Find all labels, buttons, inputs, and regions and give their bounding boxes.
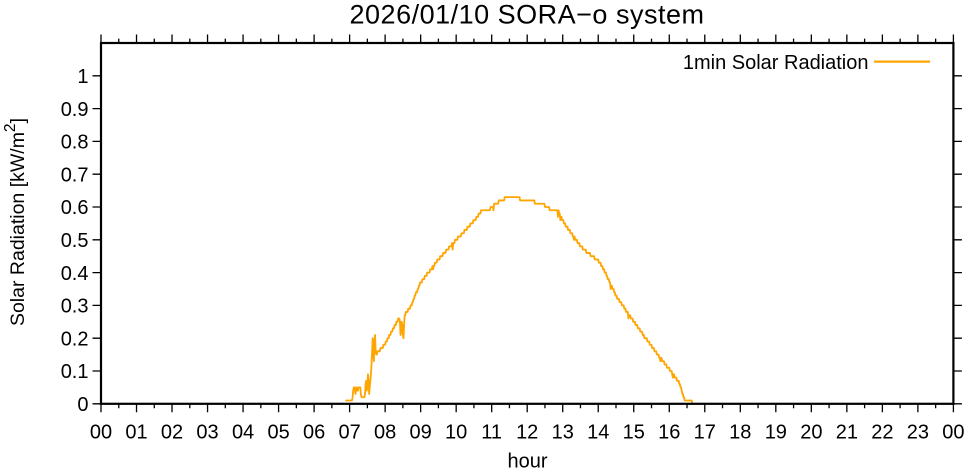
svg-text:1: 1 [77,66,88,88]
svg-text:18: 18 [729,422,751,444]
svg-text:12: 12 [516,422,538,444]
svg-text:15: 15 [623,422,645,444]
svg-text:00: 00 [90,422,112,444]
svg-text:21: 21 [836,422,858,444]
svg-text:23: 23 [907,422,929,444]
svg-text:06: 06 [303,422,325,444]
svg-text:0.7: 0.7 [61,164,89,186]
svg-text:1min Solar Radiation: 1min Solar Radiation [683,52,869,74]
svg-text:2026/01/10 SORA−o system: 2026/01/10 SORA−o system [350,0,705,30]
svg-text:0.8: 0.8 [61,132,89,154]
svg-text:09: 09 [410,422,432,444]
svg-text:0.5: 0.5 [61,230,89,252]
svg-text:07: 07 [338,422,360,444]
svg-text:08: 08 [374,422,396,444]
svg-text:13: 13 [552,422,574,444]
svg-text:00: 00 [942,422,964,444]
svg-text:hour: hour [507,451,547,471]
svg-text:0.6: 0.6 [61,197,89,219]
svg-text:0.4: 0.4 [61,263,89,285]
svg-text:01: 01 [125,422,147,444]
svg-text:03: 03 [196,422,218,444]
svg-text:05: 05 [267,422,289,444]
svg-text:0.9: 0.9 [61,99,89,121]
svg-text:Solar Radiation [kW/m2]: Solar Radiation [kW/m2] [2,118,29,326]
svg-text:0.3: 0.3 [61,296,89,318]
svg-text:22: 22 [871,422,893,444]
svg-text:16: 16 [658,422,680,444]
svg-text:11: 11 [481,422,502,444]
svg-text:02: 02 [161,422,183,444]
svg-text:0.2: 0.2 [61,328,89,350]
svg-text:17: 17 [694,422,716,444]
svg-text:10: 10 [445,422,467,444]
svg-text:04: 04 [232,422,254,444]
svg-text:0: 0 [77,394,88,416]
svg-text:14: 14 [587,422,609,444]
svg-text:20: 20 [800,422,822,444]
svg-text:19: 19 [765,422,787,444]
svg-text:0.1: 0.1 [61,361,89,383]
